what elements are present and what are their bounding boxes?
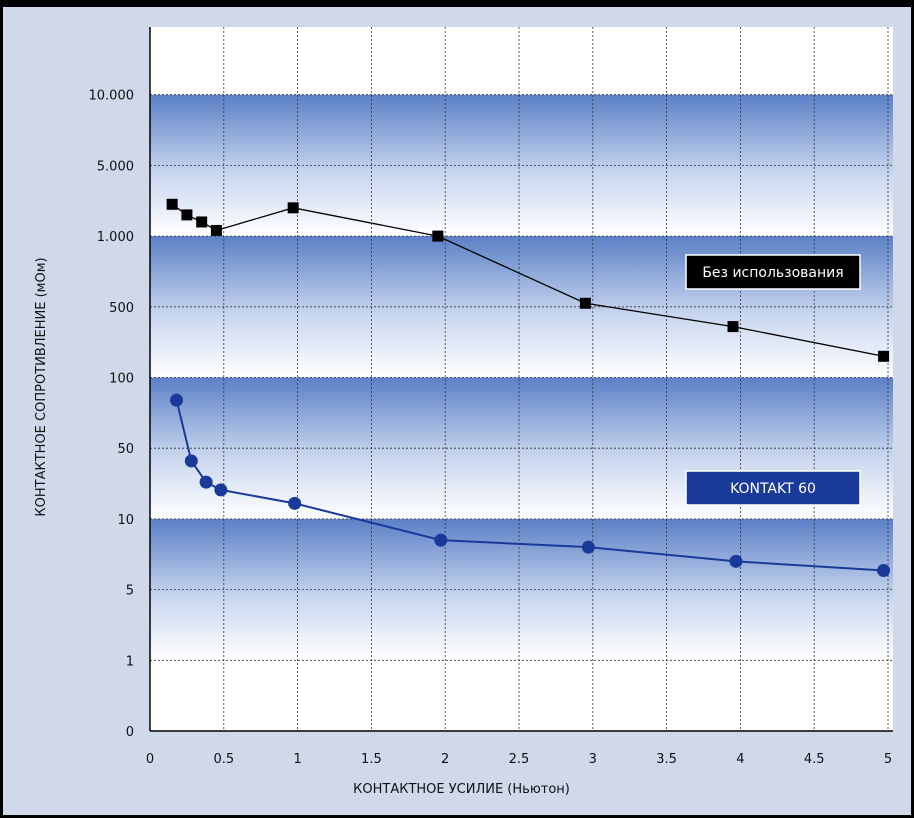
y-tick-label: 5.000 xyxy=(97,159,134,174)
y-tick-label: 100 xyxy=(109,372,134,387)
legend-label: KONTAKT 60 xyxy=(730,481,816,497)
data-point-square xyxy=(579,297,591,309)
x-tick-label: 5 xyxy=(884,752,892,767)
data-point-square xyxy=(727,321,739,333)
x-tick-label: 1.5 xyxy=(361,752,382,767)
legend-box xyxy=(685,254,861,290)
y-tick-labels: 0 1 5 10 50 100 500 1.000 5.000 10.000 xyxy=(89,89,135,740)
data-point-square xyxy=(432,230,444,242)
data-point-square xyxy=(287,202,299,214)
data-point-square xyxy=(878,350,890,362)
gradient-band xyxy=(150,518,893,661)
x-tick-label: 3.5 xyxy=(656,752,677,767)
x-tick-label: 0 xyxy=(146,752,154,767)
x-tick-label: 4 xyxy=(736,752,744,767)
data-point-square xyxy=(196,216,208,228)
data-point-circle xyxy=(214,483,228,497)
data-point-circle xyxy=(199,475,213,489)
x-tick-labels: 0 0.5 1 1.5 2 2.5 3 3.5 4 4.5 5 xyxy=(146,752,892,767)
grid-lines xyxy=(150,27,893,731)
x-tick-label: 4.5 xyxy=(804,752,825,767)
y-tick-label: 500 xyxy=(109,301,134,316)
data-point-circle xyxy=(170,393,184,407)
y-tick-label: 10.000 xyxy=(89,89,135,104)
chart-svg: 0 0.5 1 1.5 2 2.5 3 3.5 4 4.5 5 0 1 5 10 50 100 500 1.000… xyxy=(34,27,893,797)
x-axis-title: КОНТАКТНОЕ УСИЛИЕ (Ньютон) xyxy=(353,782,570,797)
background-bands xyxy=(150,27,893,731)
data-point-circle xyxy=(729,554,743,568)
y-tick-label: 10 xyxy=(117,513,134,528)
y-tick-label: 1.000 xyxy=(97,230,134,245)
legend-label: Без использования xyxy=(702,265,843,281)
data-point-circle xyxy=(288,496,302,510)
chart-panel: 0 0.5 1 1.5 2 2.5 3 3.5 4 4.5 5 0 1 5 10 50 100 500 1.000… xyxy=(3,7,911,815)
x-tick-label: 3 xyxy=(589,752,597,767)
y-axis-title: КОНТАКТНОЕ СОПРОТИВЛЕНИЕ (мОм) xyxy=(34,257,49,516)
y-tick-label: 50 xyxy=(117,442,134,457)
data-point-circle xyxy=(184,454,198,468)
y-tick-label: 1 xyxy=(126,654,134,669)
x-tick-label: 1 xyxy=(293,752,301,767)
gradient-band xyxy=(150,94,893,237)
data-point-square xyxy=(166,198,178,210)
data-point-circle xyxy=(581,540,595,554)
x-tick-label: 0.5 xyxy=(213,752,234,767)
y-tick-label: 5 xyxy=(126,584,134,599)
legend: Без использования KONTAKT 60 xyxy=(685,254,861,506)
axes xyxy=(149,27,893,732)
series-group xyxy=(166,198,891,578)
y-tick-label: 0 xyxy=(126,725,134,740)
x-tick-label: 2.5 xyxy=(509,752,530,767)
data-point-square xyxy=(181,209,193,221)
data-point-square xyxy=(210,224,222,236)
data-point-circle xyxy=(434,533,448,547)
x-tick-label: 2 xyxy=(441,752,449,767)
legend-box xyxy=(685,470,861,506)
data-point-circle xyxy=(877,564,891,578)
